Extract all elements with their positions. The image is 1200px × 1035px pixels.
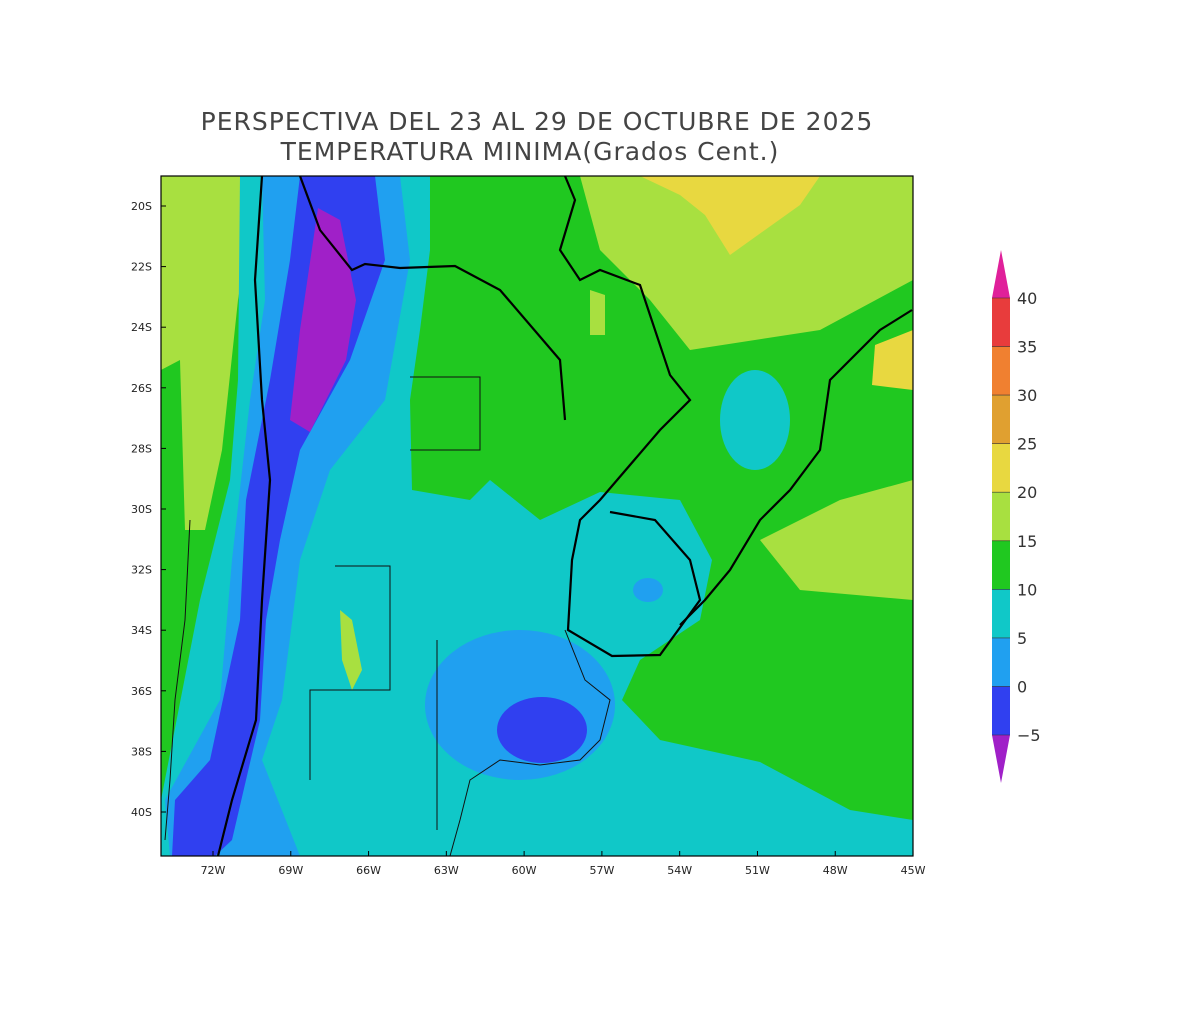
colorbar-segment xyxy=(992,492,1010,541)
colorbar-label: 25 xyxy=(1017,435,1037,454)
lon-label: 48W xyxy=(823,864,848,877)
lon-label: 54W xyxy=(667,864,692,877)
colorbar-label: 0 xyxy=(1017,677,1027,696)
lat-label: 26S xyxy=(131,382,152,395)
lat-label: 38S xyxy=(131,745,152,758)
colorbar-label: 30 xyxy=(1017,386,1037,405)
colorbar-label: 20 xyxy=(1017,483,1037,502)
colorbar-label: 15 xyxy=(1017,532,1037,551)
lat-label: 40S xyxy=(131,806,152,819)
colorbar-arrow xyxy=(992,735,1010,783)
colorbar: 40 35 30 25 20 15 10 5 0 −5 xyxy=(992,250,1041,783)
colorbar-label: 35 xyxy=(1017,338,1037,357)
colorbar-segment xyxy=(992,346,1010,396)
lat-label: 22S xyxy=(131,261,152,274)
lon-label: 45W xyxy=(901,864,926,877)
colorbar-arrow xyxy=(992,250,1010,298)
lat-label: 34S xyxy=(131,624,152,637)
map-frame xyxy=(160,175,914,857)
colorbar-segment xyxy=(992,395,1010,444)
colorbar-segment xyxy=(992,686,1010,735)
title: PERSPECTIVA DEL 23 AL 29 DE OCTUBRE DE 2… xyxy=(201,107,874,136)
lon-label: 63W xyxy=(434,864,459,877)
subtitle: TEMPERATURA MINIMA(Grados Cent.) xyxy=(280,137,780,166)
lat-label: 36S xyxy=(131,685,152,698)
colorbar-label: −5 xyxy=(1017,726,1041,745)
colorbar-label: 10 xyxy=(1017,580,1037,599)
lon-label: 69W xyxy=(278,864,303,877)
lon-label: 66W xyxy=(356,864,381,877)
lat-label: 30S xyxy=(131,503,152,516)
lat-label: 20S xyxy=(131,200,152,213)
lat-label: 32S xyxy=(131,564,152,577)
lon-label: 72W xyxy=(201,864,226,877)
lon-label: 51W xyxy=(745,864,770,877)
lat-label: 28S xyxy=(131,442,152,455)
axis-labels: 20S 22S 24S 26S 28S 30S 32S 34S 36S 38S 40S 72W 69W 6… xyxy=(131,200,926,877)
lat-label: 24S xyxy=(131,321,152,334)
colorbar-label: 5 xyxy=(1017,629,1027,648)
colorbar-label: 40 xyxy=(1017,289,1037,308)
colorbar-segment xyxy=(992,298,1010,347)
map-fill xyxy=(161,176,913,856)
lon-label: 60W xyxy=(512,864,537,877)
colorbar-segment xyxy=(992,540,1010,590)
colorbar-segment xyxy=(992,589,1010,638)
colorbar-segment xyxy=(992,637,1010,687)
lon-label: 57W xyxy=(589,864,614,877)
colorbar-segment xyxy=(992,443,1010,493)
